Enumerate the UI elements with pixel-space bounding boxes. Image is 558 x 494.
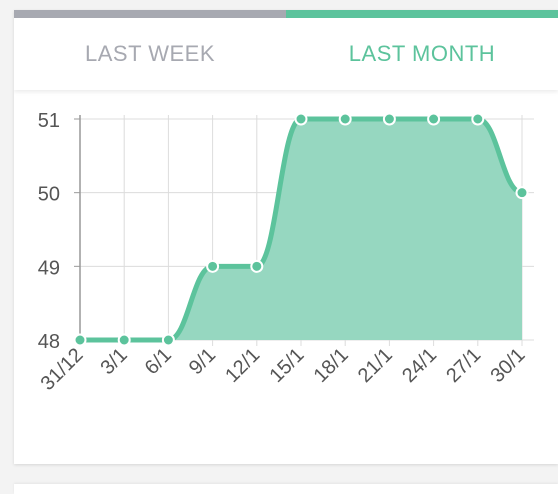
data-point [515,186,529,200]
tab-indicator-week [14,10,286,18]
x-tick-label: 18/1 [310,344,353,387]
tab-last-month[interactable]: LAST MONTH [348,41,496,66]
x-tick-label: 12/1 [221,344,264,387]
x-tick-label: 6/1 [141,344,176,379]
x-tick-label: 3/1 [97,344,132,379]
y-tick-label: 50 [38,184,60,206]
chart-area: 48 49 50 51 31/12 3/1 6/1 9/1 12/1 15/1 18/1 21/1 24… [14,90,558,464]
y-tick-label: 49 [38,257,60,279]
data-point [427,112,441,126]
data-point [161,333,175,347]
x-tick-label: 24/1 [398,344,441,387]
next-card-edge [14,484,558,494]
period-tab-bar: LAST WEEK LAST MONTH [14,10,558,90]
data-point [338,112,352,126]
y-tick-label: 48 [38,331,60,353]
x-tick-label: 30/1 [486,344,529,387]
x-tick-label: 21/1 [354,344,397,387]
x-tick-label: 9/1 [185,344,220,379]
data-point [294,112,308,126]
data-point [117,333,131,347]
data-point [206,259,220,273]
tab-last-week[interactable]: LAST WEEK [84,41,216,66]
chart-card: LAST WEEK LAST MONTH 48 49 50 51 31/12 3/1 6/1… [14,10,558,464]
x-tick-label: 27/1 [442,344,485,387]
series-area [80,119,522,340]
x-tick-label: 15/1 [265,344,308,387]
data-point [471,112,485,126]
data-point [250,259,264,273]
y-tick-label: 51 [38,110,60,132]
data-point [73,333,87,347]
data-point [382,112,396,126]
tab-indicator-month [286,10,558,18]
